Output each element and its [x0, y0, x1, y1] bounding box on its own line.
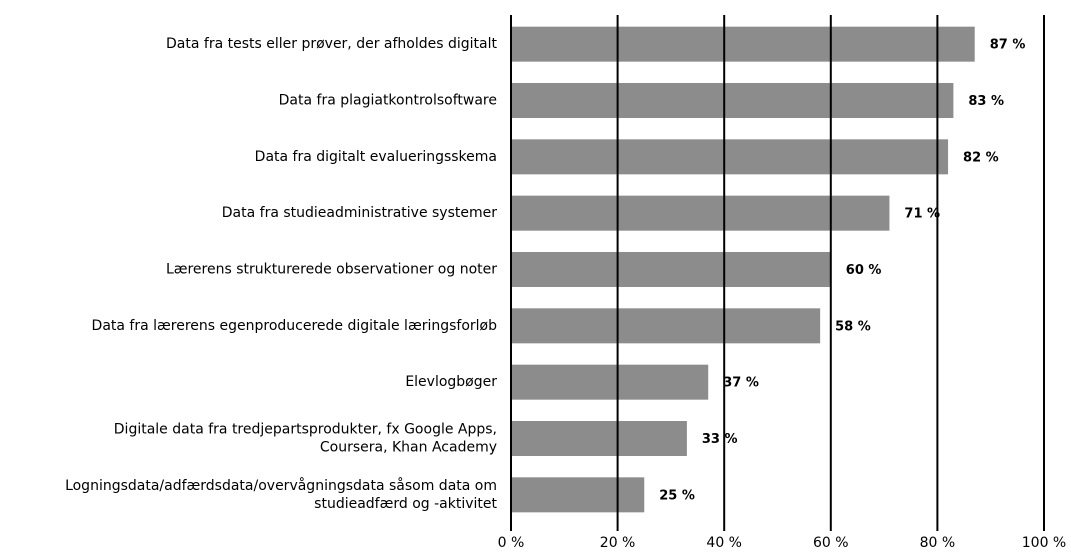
- x-tick-label: 80 %: [920, 535, 956, 551]
- x-tick-label: 60 %: [813, 535, 849, 551]
- bar: [511, 252, 831, 287]
- y-tick-label: Data fra digitalt evalueringsskema: [255, 149, 497, 165]
- x-tick-label: 100 %: [1022, 535, 1066, 551]
- value-label: 60 %: [846, 263, 882, 278]
- y-tick-label: Logningsdata/adfærdsdata/overvågningsdat…: [65, 477, 497, 512]
- bar: [511, 364, 709, 400]
- y-tick-label: Digitale data fra tredjepartsprodukter, …: [114, 422, 497, 456]
- x-tick-label: 0 %: [498, 535, 525, 551]
- value-label: 37 %: [723, 376, 759, 391]
- value-label: 87 %: [990, 38, 1026, 53]
- bar: [511, 26, 975, 62]
- value-label: 33 %: [702, 432, 738, 447]
- bar: [511, 139, 949, 175]
- x-tick-label: 40 %: [706, 535, 742, 551]
- bar: [511, 308, 821, 344]
- bar: [511, 195, 890, 231]
- y-tick-label: Data fra plagiatkontrolsoftware: [279, 93, 497, 109]
- y-tick-label: Data fra tests eller prøver, der afholde…: [166, 36, 497, 52]
- bar: [511, 83, 954, 118]
- y-tick-label: Data fra studieadministrative systemer: [222, 205, 497, 221]
- bar: [511, 477, 645, 513]
- value-label: 71 %: [904, 207, 940, 222]
- value-label: 82 %: [963, 150, 999, 165]
- value-label: 58 %: [835, 319, 871, 334]
- value-label: 83 %: [968, 94, 1004, 109]
- bar: [511, 421, 687, 456]
- y-tick-label: Lærerens strukturerede observationer og …: [166, 262, 497, 278]
- y-tick-label: Elevlogbøger: [405, 374, 497, 390]
- value-label: 25 %: [659, 488, 695, 503]
- x-tick-label: 20 %: [600, 535, 636, 551]
- y-tick-label: Data fra lærerens egenproducerede digita…: [92, 318, 498, 334]
